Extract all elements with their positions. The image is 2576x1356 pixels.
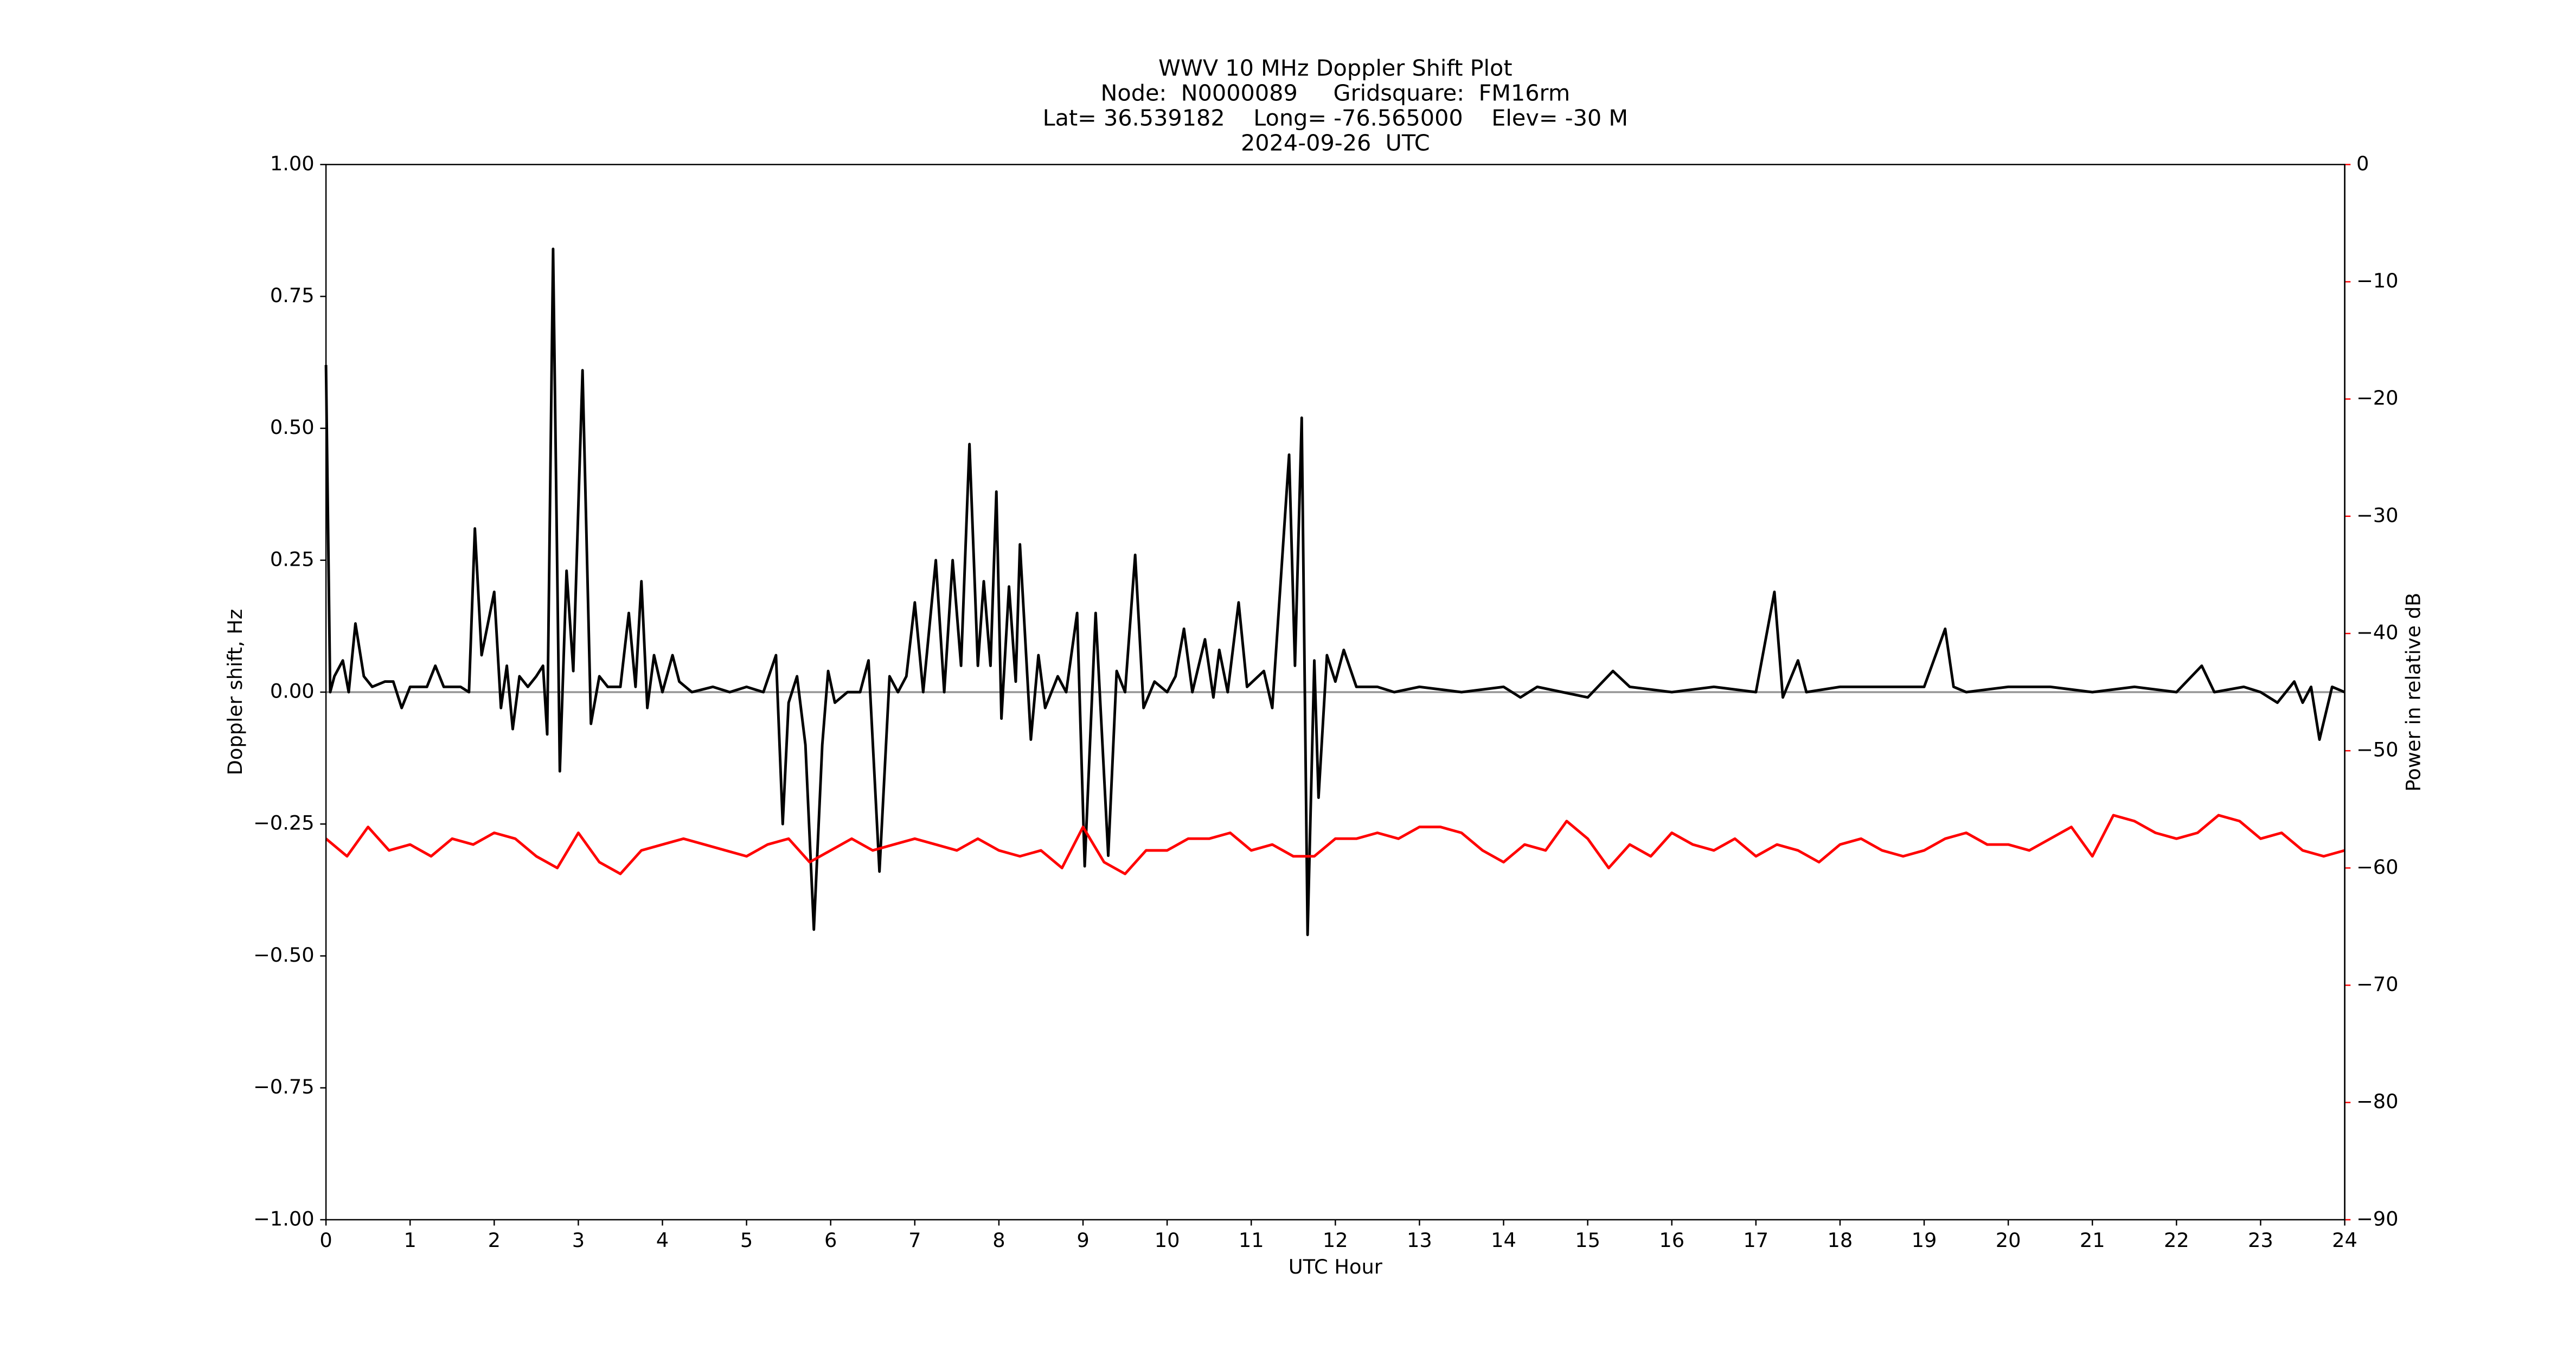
chart-subtitle: Node: N0000089 Gridsquare: FM16rm <box>1100 80 1570 106</box>
y-tick-label: −0.75 <box>253 1075 315 1098</box>
y2-tick-label: −10 <box>2356 269 2399 292</box>
x-tick-label: 11 <box>1239 1229 1264 1252</box>
x-tick-label: 24 <box>2332 1229 2357 1252</box>
x-tick-label: 14 <box>1491 1229 1516 1252</box>
x-tick-label: 17 <box>1743 1229 1768 1252</box>
x-tick-label: 15 <box>1575 1229 1600 1252</box>
x-tick-label: 0 <box>319 1229 332 1252</box>
chart-subtitle: Lat= 36.539182 Long= -76.565000 Elev= -3… <box>1043 105 1628 131</box>
x-tick-label: 3 <box>572 1229 585 1252</box>
y2-tick-label: −90 <box>2356 1207 2399 1230</box>
x-tick-label: 22 <box>2164 1229 2189 1252</box>
y2-tick-label: −30 <box>2356 503 2399 527</box>
data-line <box>325 814 2346 875</box>
y-tick-label: 1.00 <box>270 152 315 175</box>
y-tick-label: −0.25 <box>253 811 315 835</box>
x-tick-label: 7 <box>908 1229 921 1252</box>
y-tick-label: 0.25 <box>270 547 315 571</box>
x-tick-label: 12 <box>1323 1229 1348 1252</box>
y2-tick-label: −20 <box>2356 386 2399 410</box>
y-tick-label: −1.00 <box>253 1207 315 1230</box>
x-tick-label: 13 <box>1407 1229 1432 1252</box>
y-tick-label: 0.75 <box>270 284 315 307</box>
x-tick-label: 16 <box>1659 1229 1684 1252</box>
x-tick-label: 18 <box>1828 1229 1853 1252</box>
data-line <box>324 247 2346 936</box>
y2-tick-label: −50 <box>2356 738 2399 762</box>
x-tick-label: 4 <box>656 1229 669 1252</box>
x-tick-label: 19 <box>1912 1229 1937 1252</box>
x-tick-label: 9 <box>1076 1229 1089 1252</box>
y-tick-label: 0.00 <box>270 680 315 703</box>
x-tick-label: 1 <box>404 1229 416 1252</box>
x-tick-label: 5 <box>740 1229 753 1252</box>
y2-tick-label: −60 <box>2356 855 2399 879</box>
x-tick-label: 6 <box>824 1229 837 1252</box>
chart-title: WWV 10 MHz Doppler Shift Plot <box>1158 55 1513 81</box>
x-tick-label: 20 <box>1996 1229 2021 1252</box>
x-tick-label: 8 <box>992 1229 1005 1252</box>
y2-tick-label: −80 <box>2356 1090 2399 1113</box>
x-axis-label: UTC Hour <box>1289 1255 1383 1278</box>
y2-axis-label: Power in relative dB <box>2402 593 2425 792</box>
y-tick-label: 0.50 <box>270 415 315 439</box>
chart-subtitle: 2024-09-26 UTC <box>1241 130 1430 156</box>
x-tick-label: 21 <box>2080 1229 2105 1252</box>
x-tick-label: 2 <box>488 1229 501 1252</box>
x-tick-label: 23 <box>2248 1229 2273 1252</box>
y2-tick-label: 0 <box>2356 152 2369 175</box>
y-tick-label: −0.50 <box>253 943 315 967</box>
y-axis-label: Doppler shift, Hz <box>223 609 247 776</box>
x-tick-label: 10 <box>1155 1229 1180 1252</box>
y2-tick-label: −70 <box>2356 973 2399 996</box>
y2-tick-label: −40 <box>2356 621 2399 644</box>
